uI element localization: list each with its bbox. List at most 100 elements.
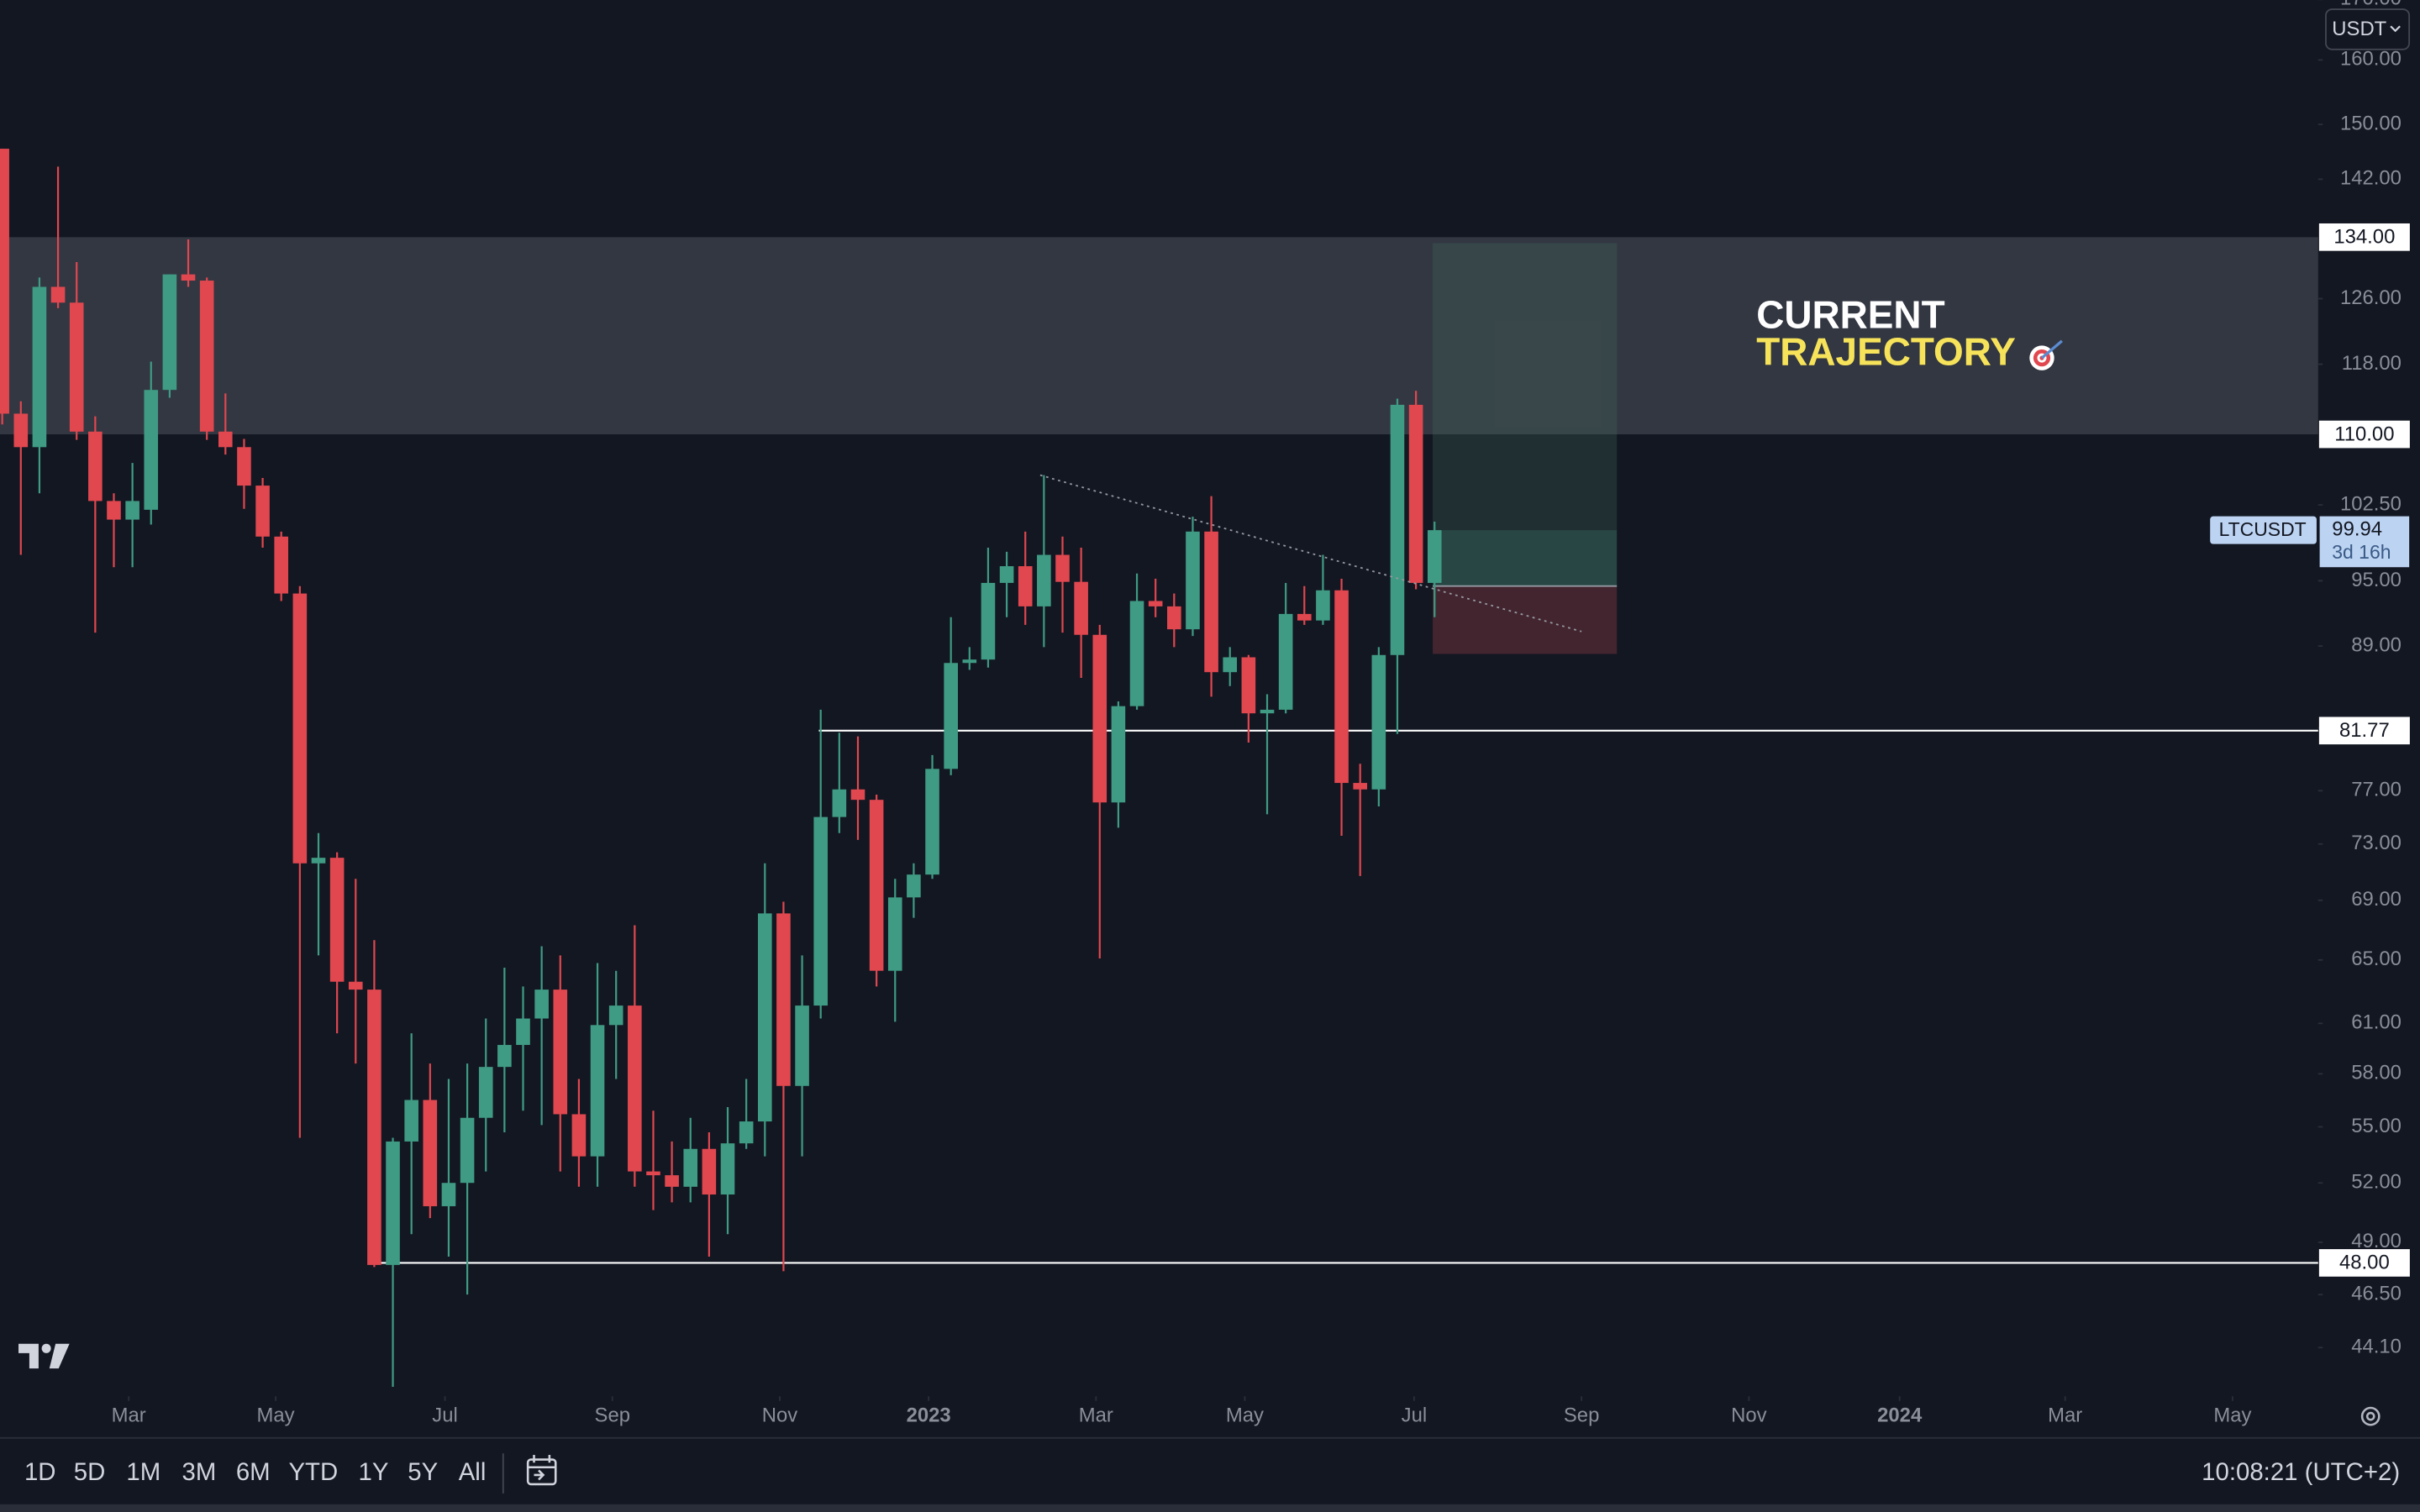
zone-top-label: 134.00 xyxy=(2333,226,2395,249)
candle-body xyxy=(1334,590,1349,784)
candle-body xyxy=(237,447,251,486)
candle-body xyxy=(1167,606,1181,630)
y-tick-label: 95.00 xyxy=(2351,569,2402,591)
candle-body xyxy=(646,1171,660,1176)
candle-body xyxy=(32,286,47,448)
candle-body xyxy=(311,858,326,864)
candle-body xyxy=(50,286,66,303)
candle-body xyxy=(441,1183,456,1206)
candle-body xyxy=(1186,531,1200,630)
candle-body xyxy=(1353,783,1367,790)
candle-body xyxy=(1074,581,1088,635)
range-button[interactable]: 1M xyxy=(126,1458,160,1486)
clock: 10:08:21 (UTC+2) xyxy=(2202,1458,2400,1486)
candle-body xyxy=(1111,706,1126,803)
last-price: 99.94 xyxy=(2332,517,2382,540)
settings-icon[interactable] xyxy=(2360,1406,2381,1426)
level-label: 81.77 xyxy=(2339,719,2390,742)
candle-body xyxy=(367,990,381,1265)
candle-body xyxy=(404,1100,418,1142)
x-tick-label: Sep xyxy=(1564,1404,1599,1426)
level-label-box xyxy=(2318,717,2410,745)
resistance-zone xyxy=(0,237,2318,435)
candle-body xyxy=(181,274,196,281)
range-button[interactable]: 1D xyxy=(24,1458,56,1486)
candle-body xyxy=(1148,601,1163,606)
candle-body xyxy=(88,431,103,501)
candle-body xyxy=(944,663,958,769)
y-tick-label: 160.00 xyxy=(2340,48,2402,71)
x-tick-label: Sep xyxy=(595,1404,630,1426)
candle-body xyxy=(1129,601,1144,706)
candle-body xyxy=(887,897,902,971)
candle-body xyxy=(348,981,363,990)
range-button[interactable]: All xyxy=(459,1458,487,1486)
candle-body xyxy=(925,769,939,875)
y-tick-label: 52.00 xyxy=(2351,1171,2402,1194)
candle-body xyxy=(292,593,308,864)
range-button[interactable]: YTD xyxy=(288,1458,338,1486)
y-tick-label: 44.10 xyxy=(2351,1336,2402,1358)
candle-body xyxy=(125,501,139,520)
candle-body xyxy=(1037,554,1051,606)
candle-body xyxy=(1204,531,1218,673)
annotation-line: CURRENT xyxy=(1756,292,1944,336)
x-tick-label: Mar xyxy=(1079,1404,1113,1426)
zone-top-label-box xyxy=(2318,223,2410,251)
y-tick-label: 77.00 xyxy=(2351,779,2402,801)
candle-body xyxy=(850,789,865,801)
plot-area: 170.00 160.00 150.00 142.00 126.00 118.00 102.… xyxy=(0,0,2402,1426)
candle-body xyxy=(1408,404,1423,583)
candle-body xyxy=(683,1148,698,1187)
x-tick-label: May xyxy=(2213,1404,2251,1426)
candle-body xyxy=(1223,657,1238,673)
range-button[interactable]: 3M xyxy=(182,1458,217,1486)
candle-body xyxy=(590,1025,605,1157)
candle-body xyxy=(813,816,829,1006)
zone-bottom-label: 110.00 xyxy=(2334,423,2394,445)
candle-body xyxy=(981,582,996,660)
candle-body xyxy=(1316,590,1330,621)
y-tick-label: 126.00 xyxy=(2340,286,2402,309)
candle-body xyxy=(1371,654,1386,790)
candle-body xyxy=(1260,709,1275,714)
candle-body xyxy=(757,913,772,1122)
y-tick-label: 142.00 xyxy=(2340,167,2402,190)
candle-body xyxy=(107,501,121,520)
last-price-box xyxy=(2319,516,2410,568)
candle-body xyxy=(962,659,977,664)
annotation-line: TRAJECTORY xyxy=(1756,330,2016,374)
x-tick-label: Nov xyxy=(762,1404,798,1426)
candle-body xyxy=(907,874,921,898)
level-label: 48.00 xyxy=(2339,1252,2390,1274)
candle-body xyxy=(1241,657,1256,714)
y-tick-label: 150.00 xyxy=(2340,112,2402,134)
calendar-icon[interactable] xyxy=(526,1455,557,1486)
x-tick-label: Jul xyxy=(432,1404,458,1426)
position-current-zone xyxy=(1433,530,1618,586)
range-button[interactable]: 5Y xyxy=(408,1458,438,1486)
candle-body xyxy=(999,566,1014,583)
zone-bottom-label-box xyxy=(2318,420,2410,449)
candle-body xyxy=(1278,613,1293,710)
y-tick-label: 170.00 xyxy=(2340,0,2402,10)
symbol-box xyxy=(2210,516,2317,544)
currency-dropdown[interactable]: USDT xyxy=(2325,8,2411,50)
candle-body xyxy=(274,536,289,594)
y-tick-label: 73.00 xyxy=(2351,832,2402,854)
candle-body xyxy=(144,390,159,510)
currency-label[interactable]: USDT xyxy=(2332,18,2386,40)
range-button[interactable]: 1Y xyxy=(359,1458,389,1486)
candle-body xyxy=(1018,566,1033,606)
tradingview-logo xyxy=(18,1343,70,1369)
candle-body xyxy=(702,1148,717,1195)
candle-body xyxy=(460,1117,475,1184)
range-button[interactable]: 5D xyxy=(74,1458,106,1486)
candle-body xyxy=(478,1067,493,1118)
candle-body xyxy=(199,281,214,432)
candle-body xyxy=(553,990,568,1115)
range-button[interactable]: 6M xyxy=(236,1458,271,1486)
position-loss-zone xyxy=(1433,585,1618,654)
